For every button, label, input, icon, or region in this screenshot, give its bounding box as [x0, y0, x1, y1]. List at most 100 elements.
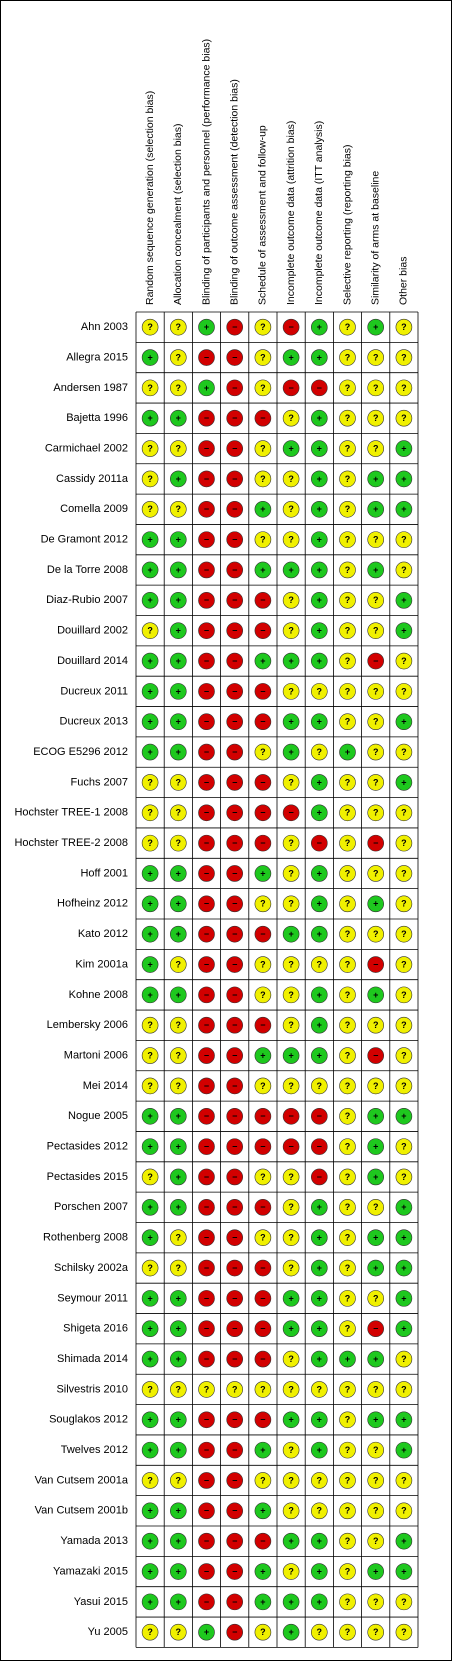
judgment-symbol: + — [147, 535, 152, 545]
judgment-circle — [367, 865, 385, 882]
judgment-symbol: + — [401, 474, 406, 484]
judgment-circle — [141, 379, 159, 397]
judgment-circle — [367, 925, 385, 943]
judgment-symbol: − — [317, 1172, 322, 1182]
judgment-symbol: − — [204, 717, 209, 727]
judgment-circle — [198, 1138, 215, 1155]
study-name: Silvestris 2010 — [56, 1383, 128, 1395]
judgment-circle — [170, 804, 187, 822]
judgment-symbol: + — [176, 1354, 181, 1364]
judgment-symbol: ? — [345, 929, 351, 939]
judgment-circle — [395, 1168, 413, 1186]
study-name: De Gramont 2012 — [41, 534, 128, 546]
judgment-circle — [254, 834, 272, 852]
judgment-symbol: ? — [373, 352, 379, 362]
judgment-symbol: + — [176, 1536, 181, 1546]
judgment-circle — [254, 1290, 272, 1307]
study-name: Ahn 2003 — [81, 321, 128, 333]
judgment-circle — [141, 1107, 159, 1125]
judgment-circle — [170, 1502, 187, 1520]
judgment-circle — [395, 1199, 413, 1216]
judgment-circle — [198, 743, 215, 761]
judgment-circle — [367, 1381, 385, 1398]
judgment-circle — [226, 683, 243, 700]
judgment-circle — [198, 1047, 215, 1064]
judgment-symbol: + — [373, 322, 378, 332]
judgment-symbol: − — [260, 595, 265, 605]
judgment-circle — [395, 1290, 413, 1307]
judgment-circle — [282, 1138, 300, 1155]
study-name: Hoff 2001 — [80, 867, 128, 879]
judgment-circle — [282, 986, 300, 1004]
judgment-symbol: ? — [345, 1597, 351, 1607]
judgment-circle — [395, 1441, 413, 1459]
judgment-symbol: ? — [176, 808, 182, 818]
judgment-circle — [339, 1168, 356, 1186]
judgment-symbol: ? — [373, 1506, 379, 1516]
judgment-symbol: ? — [401, 1354, 407, 1364]
judgment-circle — [170, 774, 187, 791]
judgment-circle — [226, 1350, 243, 1368]
judgment-circle — [198, 713, 215, 731]
judgment-symbol: + — [373, 1263, 378, 1273]
judgment-circle — [226, 743, 243, 761]
judgment-symbol: − — [232, 1081, 237, 1091]
judgment-symbol: ? — [176, 777, 182, 787]
judgment-symbol: − — [232, 1293, 237, 1303]
judgment-circle — [226, 804, 243, 822]
judgment-circle — [310, 440, 328, 457]
judgment-circle — [198, 1593, 215, 1611]
judgment-symbol: + — [317, 990, 322, 1000]
judgment-symbol: ? — [317, 1506, 323, 1516]
judgment-circle — [226, 1138, 243, 1155]
judgment-circle — [395, 1502, 413, 1520]
judgment-symbol: ? — [401, 352, 407, 362]
judgment-circle — [395, 986, 413, 1004]
judgment-symbol: ? — [345, 1081, 351, 1091]
judgment-circle — [170, 713, 187, 731]
judgment-symbol: + — [373, 1233, 378, 1243]
judgment-symbol: − — [232, 1324, 237, 1334]
judgment-circle — [141, 561, 159, 579]
judgment-symbol: ? — [345, 322, 351, 332]
judgment-symbol: − — [204, 1050, 209, 1060]
judgment-symbol: + — [260, 565, 265, 575]
judgment-circle — [198, 409, 215, 427]
judgment-symbol: ? — [147, 443, 153, 453]
judgment-circle — [226, 1168, 243, 1186]
judgment-symbol: ? — [260, 322, 266, 332]
judgment-symbol: ? — [345, 686, 351, 696]
judgment-circle — [395, 561, 413, 579]
judgment-circle — [282, 409, 300, 427]
study-name: Seymour 2011 — [57, 1292, 128, 1304]
judgment-symbol: + — [260, 504, 265, 514]
judgment-circle — [367, 713, 385, 731]
judgment-symbol: + — [317, 808, 322, 818]
judgment-circle — [282, 1016, 300, 1034]
judgment-symbol: ? — [260, 1233, 266, 1243]
judgment-symbol: − — [232, 626, 237, 636]
judgment-symbol: + — [401, 1263, 406, 1273]
judgment-symbol: − — [232, 686, 237, 696]
judgment-symbol: + — [147, 990, 152, 1000]
judgment-symbol: − — [232, 1172, 237, 1182]
judgment-symbol: ? — [373, 929, 379, 939]
judgment-circle — [141, 652, 159, 670]
judgment-symbol: ? — [373, 595, 379, 605]
column-header: Incomplete outcome data (attrition bias) — [285, 121, 297, 305]
judgment-circle — [367, 834, 385, 852]
judgment-symbol: ? — [260, 383, 266, 393]
study-name: Pectasides 2015 — [47, 1171, 128, 1183]
judgment-circle — [339, 1411, 356, 1429]
judgment-circle — [310, 804, 328, 822]
judgment-circle — [367, 1593, 385, 1611]
judgment-symbol: ? — [401, 1384, 407, 1394]
judgment-symbol: − — [232, 322, 237, 332]
judgment-circle — [198, 1290, 215, 1307]
judgment-circle — [310, 1623, 328, 1641]
judgment-symbol: − — [204, 1415, 209, 1425]
judgment-symbol: − — [232, 1202, 237, 1212]
judgment-circle — [254, 349, 272, 366]
judgment-symbol: ? — [401, 1050, 407, 1060]
